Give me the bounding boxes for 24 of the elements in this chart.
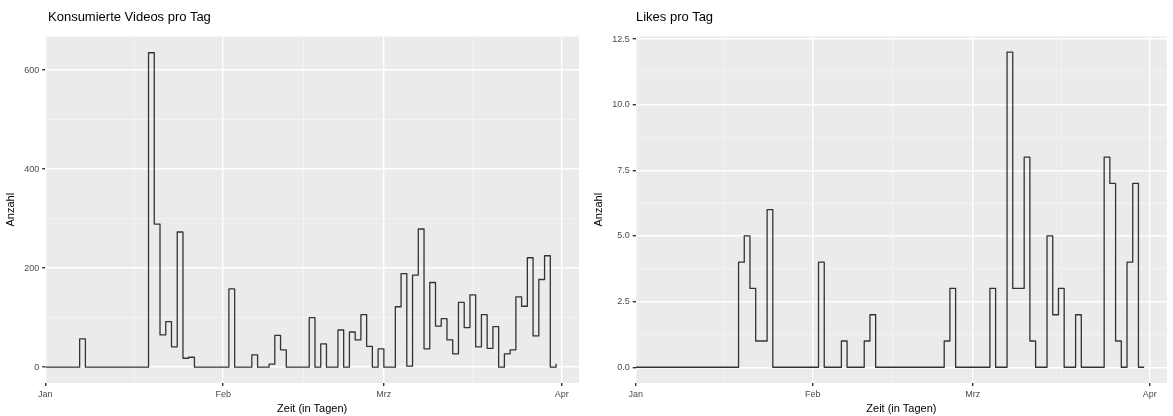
x-axis-title: Zeit (in Tagen) <box>866 402 937 415</box>
chart-title: Konsumierte Videos pro Tag <box>48 9 211 24</box>
y-tick-label: 12.5 <box>612 33 630 44</box>
y-tick-label: 7.5 <box>617 164 630 175</box>
y-tick-label: 0 <box>34 361 40 372</box>
x-tick-label: Feb <box>215 388 231 399</box>
x-tick-label: Feb <box>805 388 821 399</box>
y-tick-label: 600 <box>24 64 40 75</box>
x-tick-label: Apr <box>1142 388 1157 399</box>
y-tick-label: 400 <box>24 163 40 174</box>
y-tick-label: 10.0 <box>612 99 630 110</box>
x-tick-label: Apr <box>554 388 569 399</box>
y-axis-title: Anzahl <box>591 192 604 227</box>
x-tick-label: Mrz <box>376 388 392 399</box>
y-tick-label: 200 <box>24 262 40 273</box>
x-tick-label: Jan <box>37 388 53 399</box>
y-axis-title: Anzahl <box>3 192 16 227</box>
x-tick-label: Jan <box>628 388 643 399</box>
y-tick-label: 2.5 <box>617 296 630 307</box>
x-axis-title: Zeit (in Tagen) <box>277 402 348 415</box>
chart-title: Likes pro Tag <box>636 9 714 24</box>
x-tick-label: Mrz <box>965 388 981 399</box>
y-tick-label: 5.0 <box>617 230 630 241</box>
y-tick-label: 0.0 <box>617 361 630 372</box>
